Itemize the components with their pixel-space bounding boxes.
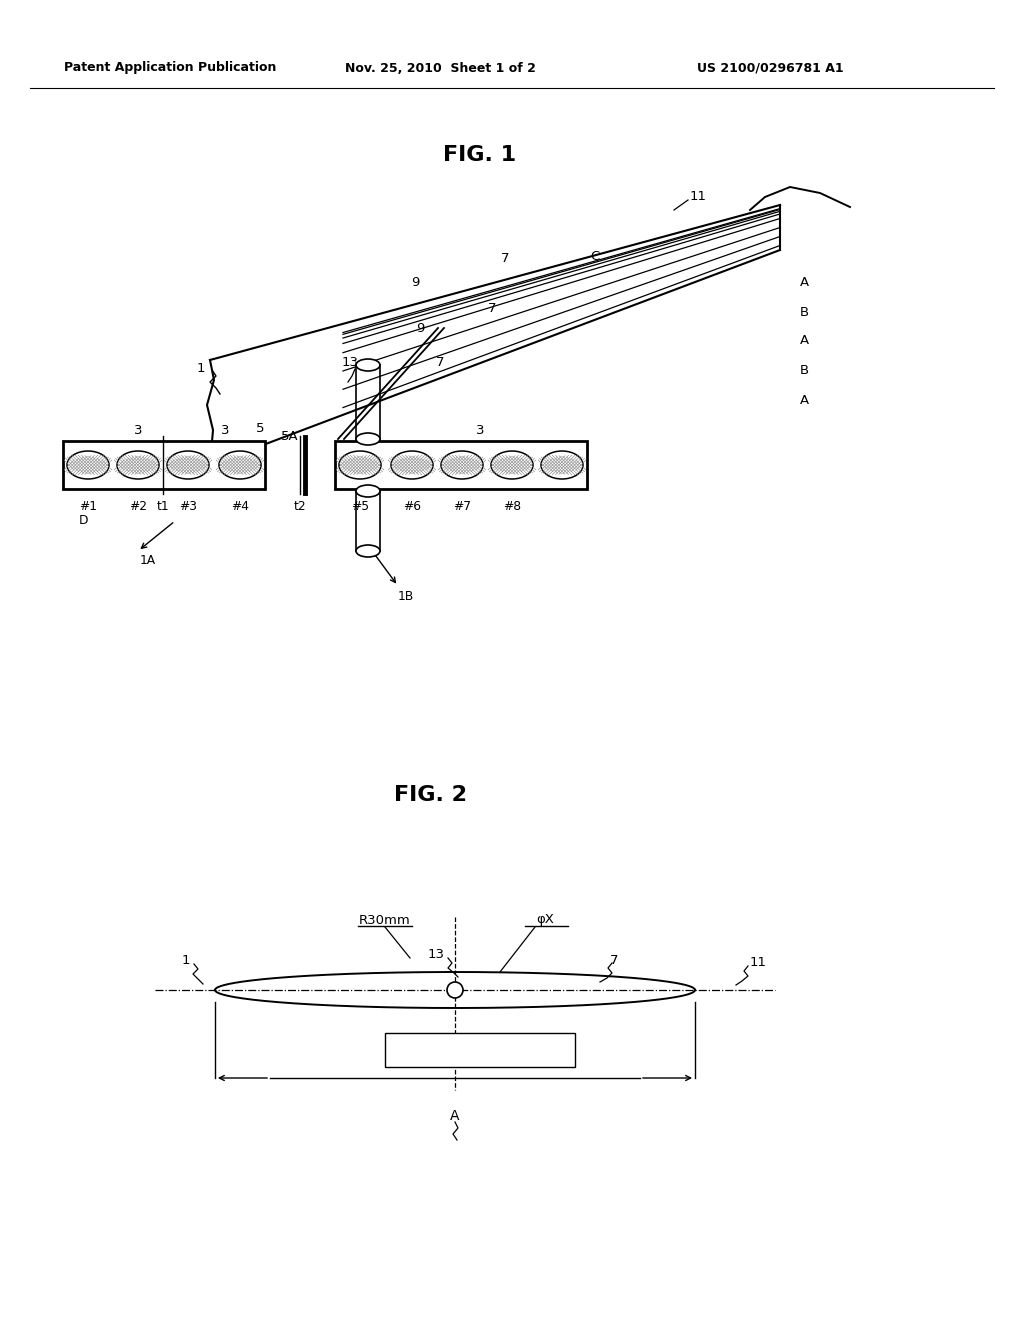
Text: A: A: [800, 393, 809, 407]
Ellipse shape: [167, 451, 209, 479]
Text: t2: t2: [294, 500, 306, 513]
Text: FIG. 2: FIG. 2: [393, 785, 467, 805]
Text: C: C: [590, 249, 599, 263]
Text: 7: 7: [436, 355, 444, 368]
Text: 13: 13: [428, 949, 445, 961]
Ellipse shape: [490, 451, 534, 479]
Text: #5: #5: [351, 500, 369, 513]
Ellipse shape: [356, 359, 380, 371]
Text: 1: 1: [181, 953, 190, 966]
Text: 1A: 1A: [140, 554, 156, 568]
Text: 9: 9: [411, 276, 419, 289]
Ellipse shape: [441, 451, 483, 479]
Text: 11: 11: [690, 190, 707, 203]
Circle shape: [447, 982, 463, 998]
Text: 7: 7: [501, 252, 509, 264]
Text: 7: 7: [609, 953, 618, 966]
Text: #8: #8: [503, 500, 521, 513]
Text: B: B: [800, 363, 809, 376]
Text: 13: 13: [341, 356, 358, 370]
Text: US 2100/0296781 A1: US 2100/0296781 A1: [696, 62, 844, 74]
Text: 1B: 1B: [398, 590, 414, 602]
Text: FIG. 1: FIG. 1: [443, 145, 516, 165]
Text: #3: #3: [179, 500, 197, 513]
Text: 7: 7: [487, 301, 497, 314]
Bar: [385, 1034, 575, 1067]
Text: #6: #6: [403, 500, 421, 513]
Ellipse shape: [67, 451, 109, 479]
Text: A: A: [451, 1109, 460, 1123]
Text: A: A: [800, 276, 809, 289]
Ellipse shape: [391, 451, 433, 479]
Ellipse shape: [356, 433, 380, 445]
Text: $2\sqrt{30^2-\left\{30-\left(\frac{X}{2}\right)\right\}^2}$: $2\sqrt{30^2-\left\{30-\left(\frac{X}{2}…: [394, 1034, 565, 1067]
Text: R30mm: R30mm: [359, 913, 411, 927]
Text: D: D: [79, 515, 89, 528]
Ellipse shape: [219, 451, 261, 479]
Text: 11: 11: [750, 956, 767, 969]
Text: #4: #4: [231, 500, 249, 513]
Text: #1: #1: [79, 500, 97, 513]
Ellipse shape: [541, 451, 583, 479]
Text: A: A: [800, 334, 809, 346]
Text: Patent Application Publication: Patent Application Publication: [63, 62, 276, 74]
Text: 5A: 5A: [282, 430, 299, 444]
Text: φX: φX: [536, 913, 554, 927]
Ellipse shape: [339, 451, 381, 479]
Ellipse shape: [117, 451, 159, 479]
Bar: [335, 441, 587, 488]
Text: Nov. 25, 2010  Sheet 1 of 2: Nov. 25, 2010 Sheet 1 of 2: [344, 62, 536, 74]
Text: 5: 5: [256, 421, 264, 434]
Text: #2: #2: [129, 500, 147, 513]
Text: 3: 3: [221, 424, 229, 437]
Ellipse shape: [356, 545, 380, 557]
Text: 1: 1: [197, 362, 205, 375]
Text: B: B: [800, 305, 809, 318]
Text: 3: 3: [134, 424, 142, 437]
Text: 9: 9: [416, 322, 424, 334]
Text: #7: #7: [453, 500, 471, 513]
Bar: [63, 441, 265, 488]
Text: t1: t1: [157, 500, 169, 513]
Ellipse shape: [356, 484, 380, 498]
Text: 3: 3: [476, 424, 484, 437]
